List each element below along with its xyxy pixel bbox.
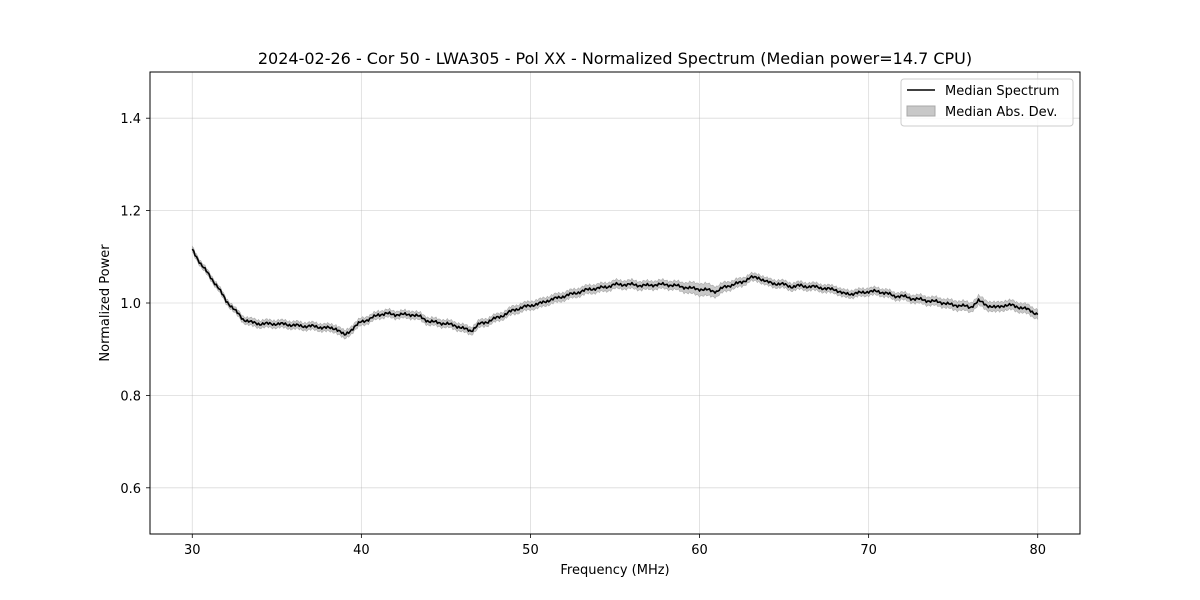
y-tick-label: 1.0: [120, 297, 141, 312]
median-spectrum-line: [191, 248, 1039, 336]
y-tick-label: 1.4: [120, 112, 141, 127]
x-tick-label: 50: [522, 543, 539, 558]
legend-mad-swatch: [906, 105, 936, 117]
y-tick-label: 0.6: [120, 482, 141, 497]
x-axis-label: Frequency (MHz): [560, 563, 669, 578]
mad-band: [191, 245, 1039, 340]
chart-title: 2024-02-26 - Cor 50 - LWA305 - Pol XX - …: [258, 49, 972, 68]
x-tick-label: 70: [860, 543, 877, 558]
x-tick-label: 80: [1029, 543, 1046, 558]
y-axis-ticks: 0.6 0.8 1.0 1.2 1.4: [120, 112, 150, 497]
y-tick-label: 0.8: [120, 389, 141, 404]
legend-box: [900, 78, 1074, 127]
x-tick-label: 40: [353, 543, 370, 558]
legend-median-label: Median Spectrum: [945, 84, 1059, 99]
x-tick-label: 30: [184, 543, 201, 558]
x-tick-label: 60: [691, 543, 708, 558]
y-axis-label: Normalized Power: [98, 244, 113, 362]
legend: Median Spectrum Median Abs. Dev.: [900, 78, 1074, 127]
y-tick-label: 1.2: [120, 205, 141, 220]
legend-mad-label: Median Abs. Dev.: [945, 105, 1057, 120]
plot-area: [191, 245, 1039, 340]
x-axis-ticks: 30 40 50 60 70 80: [184, 534, 1046, 558]
